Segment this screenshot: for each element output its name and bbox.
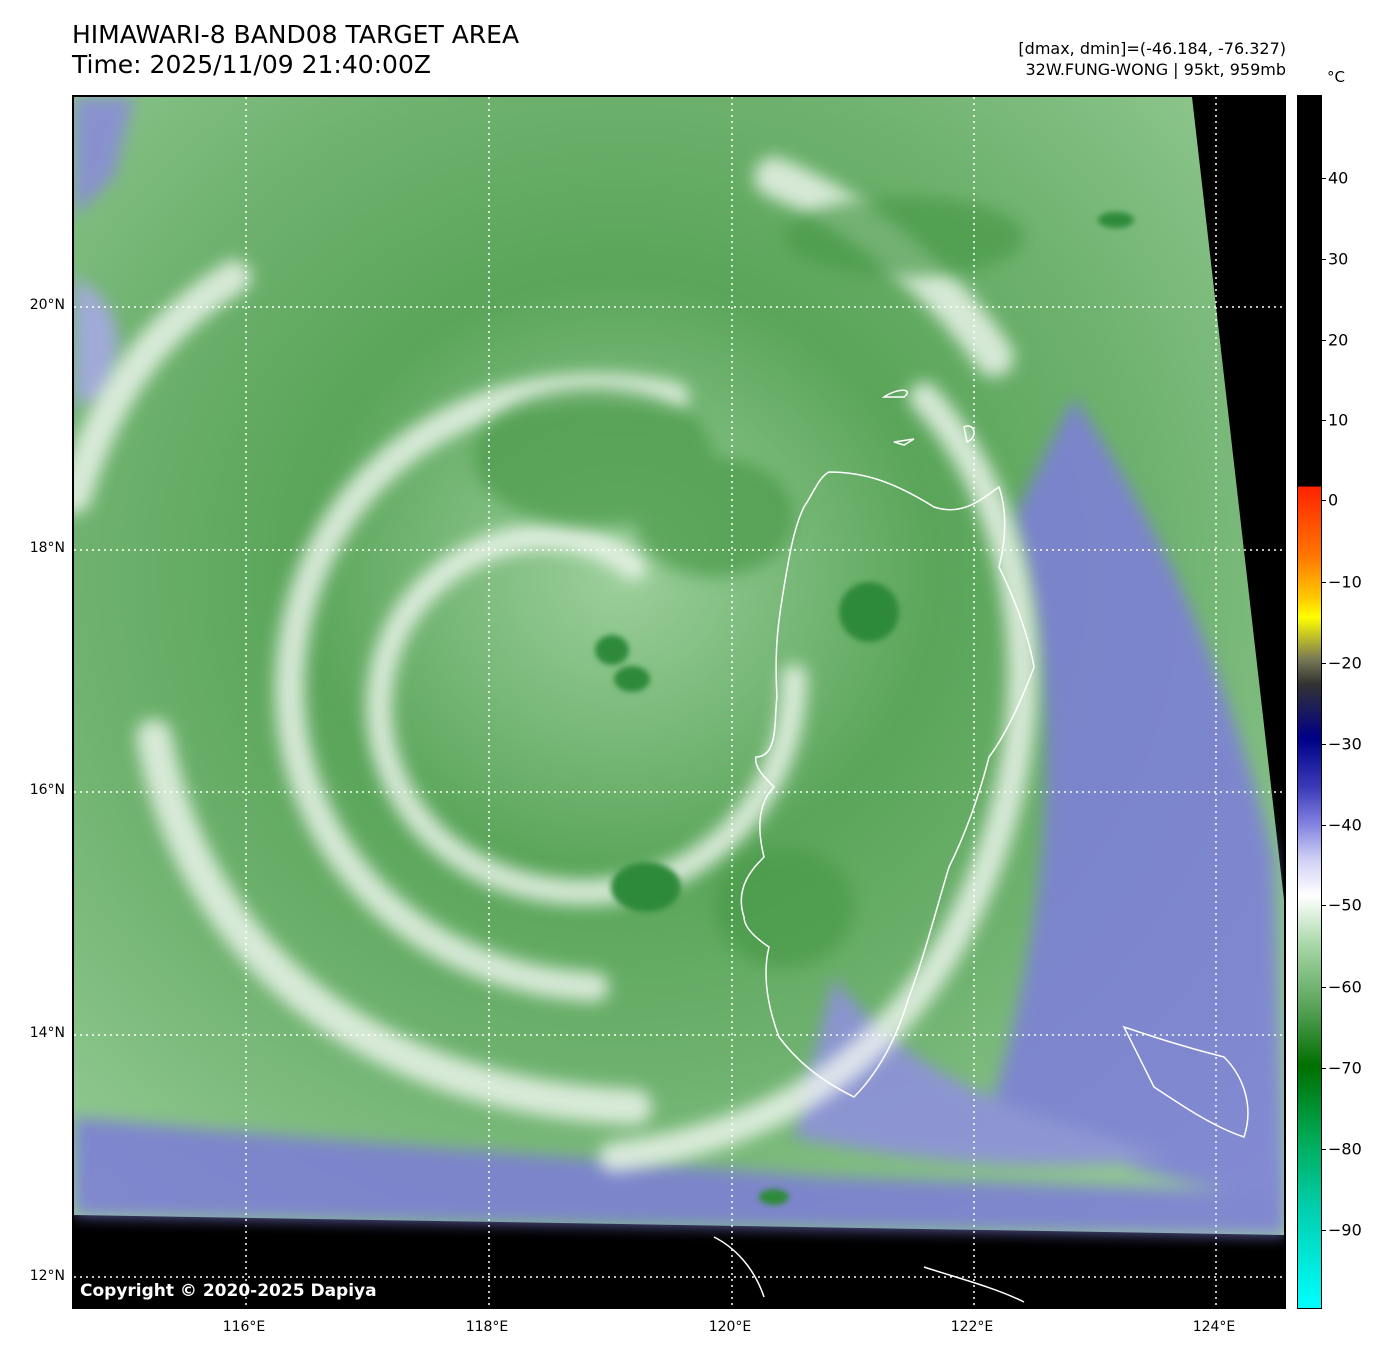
lon-label-122e: 122°E: [950, 1319, 994, 1335]
lon-label-124e: 124°E: [1192, 1319, 1236, 1335]
colorbar-tick-label: 10: [1328, 410, 1349, 430]
colorbar-tick-mark: [1322, 259, 1326, 260]
title-line-time: Time: 2025/11/09 21:40:00Z: [72, 50, 431, 79]
chart-title: HIMAWARI-8 BAND08 TARGET AREA Time: 2025…: [72, 20, 519, 80]
storm-text: 32W.FUNG-WONG | 95kt, 959mb: [1025, 60, 1286, 79]
lat-label-16n: 16°N: [29, 782, 65, 798]
colorbar-tick-label: −80: [1328, 1139, 1362, 1159]
colorbar-tick-mark: [1322, 340, 1326, 341]
storm-info: [dmax, dmin]=(-46.184, -76.327) 32W.FUNG…: [1018, 38, 1286, 80]
colorbar-tick-mark: [1322, 825, 1326, 826]
colorbar-tick-mark: [1322, 178, 1326, 179]
colorbar: [1297, 95, 1322, 1309]
colorbar-tick-mark: [1322, 663, 1326, 664]
colorbar-unit: °C: [1327, 68, 1345, 86]
colorbar-tick-label: −30: [1328, 734, 1362, 754]
lat-label-20n: 20°N: [29, 297, 65, 313]
lat-label-12n: 12°N: [29, 1268, 65, 1284]
colorbar-tick-mark: [1322, 420, 1326, 421]
lon-label-116e: 116°E: [222, 1319, 266, 1335]
lon-label-118e: 118°E: [465, 1319, 509, 1335]
colorbar-tick-label: −40: [1328, 815, 1362, 835]
colorbar-tick-label: −20: [1328, 653, 1362, 673]
colorbar-tick-label: 30: [1328, 249, 1349, 269]
colorbar-tick-mark: [1322, 1230, 1326, 1231]
range-text: [dmax, dmin]=(-46.184, -76.327): [1018, 39, 1286, 58]
copyright-text: Copyright © 2020-2025 Dapiya: [80, 1281, 377, 1301]
colorbar-tick-mark: [1322, 582, 1326, 583]
colorbar-tick-label: −70: [1328, 1058, 1362, 1078]
colorbar-tick-label: 0: [1328, 490, 1339, 510]
colorbar-tick-label: −10: [1328, 572, 1362, 592]
map-image: [74, 97, 1284, 1307]
colorbar-tick-label: 40: [1328, 168, 1349, 188]
colorbar-tick-mark: [1322, 987, 1326, 988]
satellite-map: Copyright © 2020-2025 Dapiya: [72, 95, 1286, 1309]
lon-label-120e: 120°E: [708, 1319, 752, 1335]
colorbar-tick-label: −50: [1328, 895, 1362, 915]
colorbar-tick-mark: [1322, 1068, 1326, 1069]
colorbar-tick-label: −90: [1328, 1220, 1362, 1240]
colorbar-tick-mark: [1322, 744, 1326, 745]
lat-label-14n: 14°N: [29, 1025, 65, 1041]
colorbar-tick-mark: [1322, 905, 1326, 906]
colorbar-tick-label: 20: [1328, 330, 1349, 350]
colorbar-tick-label: −60: [1328, 977, 1362, 997]
colorbar-tick-mark: [1322, 1149, 1326, 1150]
lat-label-18n: 18°N: [29, 540, 65, 556]
title-line-product: HIMAWARI-8 BAND08 TARGET AREA: [72, 20, 520, 49]
colorbar-tick-mark: [1322, 500, 1326, 501]
